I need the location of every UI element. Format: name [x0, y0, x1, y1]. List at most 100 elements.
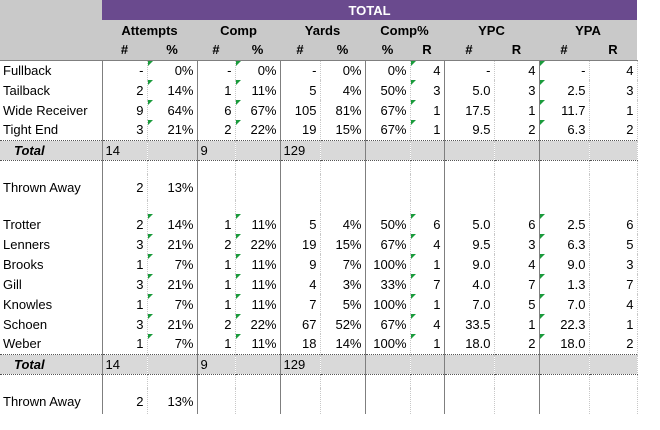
- total-cell-cp[interactable]: [365, 353, 411, 375]
- cell-yds-pct[interactable]: 15%: [320, 234, 366, 254]
- cell-att-pct[interactable]: 14%: [147, 214, 198, 234]
- column-subheader[interactable]: #: [539, 40, 589, 61]
- column-group-header[interactable]: YPC: [444, 20, 539, 40]
- cell-ypa[interactable]: 9.0: [539, 254, 590, 274]
- cell-comp[interactable]: 1: [197, 80, 236, 100]
- total-cell-cp-r[interactable]: [410, 353, 445, 375]
- cell-att-pct[interactable]: 14%: [147, 80, 198, 100]
- row-label[interactable]: Wide Receiver: [0, 100, 103, 120]
- cell-cp[interactable]: 100%: [365, 334, 411, 354]
- cell-comp-pct[interactable]: 67%: [235, 100, 281, 120]
- cell-ypc[interactable]: 33.5: [444, 314, 495, 334]
- cell-att-pct[interactable]: 21%: [147, 120, 198, 140]
- total-cell-comp[interactable]: 9: [197, 353, 236, 375]
- cell-cp-r[interactable]: [410, 174, 445, 200]
- cell-ypa[interactable]: -: [539, 60, 590, 80]
- row-label[interactable]: Brooks: [0, 254, 103, 274]
- cell-att-pct[interactable]: 0%: [147, 60, 198, 80]
- cell-ypc[interactable]: 9.0: [444, 254, 495, 274]
- cell-att-pct[interactable]: 13%: [147, 388, 198, 414]
- total-cell-yds[interactable]: 129: [280, 353, 321, 375]
- empty-cell[interactable]: [539, 160, 590, 174]
- cell-yds[interactable]: [280, 388, 321, 414]
- cell-ypc[interactable]: 7.0: [444, 294, 495, 314]
- cell-ypc-r[interactable]: [494, 388, 540, 414]
- cell-comp[interactable]: 2: [197, 234, 236, 254]
- total-cell-yds-pct[interactable]: [320, 139, 366, 161]
- cell-yds-pct[interactable]: 0%: [320, 60, 366, 80]
- cell-ypc[interactable]: 9.5: [444, 120, 495, 140]
- empty-cell[interactable]: [235, 374, 281, 388]
- cell-cp[interactable]: 50%: [365, 214, 411, 234]
- cell-comp[interactable]: 1: [197, 214, 236, 234]
- cell-comp-pct[interactable]: [235, 388, 281, 414]
- empty-cell[interactable]: [102, 200, 148, 214]
- row-label[interactable]: Trotter: [0, 214, 103, 234]
- empty-cell[interactable]: [0, 200, 103, 214]
- cell-ypa-r[interactable]: [589, 174, 638, 200]
- cell-ypa-r[interactable]: 1: [589, 100, 638, 120]
- total-label[interactable]: Total: [0, 139, 103, 161]
- cell-ypc[interactable]: 17.5: [444, 100, 495, 120]
- cell-ypc[interactable]: -: [444, 60, 495, 80]
- total-cell-comp-pct[interactable]: [235, 139, 281, 161]
- cell-ypa-r[interactable]: 2: [589, 334, 638, 354]
- total-cell-comp-pct[interactable]: [235, 353, 281, 375]
- cell-ypa-r[interactable]: 2: [589, 120, 638, 140]
- cell-yds[interactable]: 67: [280, 314, 321, 334]
- cell-cp[interactable]: 67%: [365, 120, 411, 140]
- cell-ypa[interactable]: 22.3: [539, 314, 590, 334]
- cell-cp[interactable]: 67%: [365, 100, 411, 120]
- cell-comp-pct[interactable]: [235, 174, 281, 200]
- empty-cell[interactable]: [494, 200, 540, 214]
- cell-yds[interactable]: 105: [280, 100, 321, 120]
- empty-cell[interactable]: [410, 374, 445, 388]
- column-group-header[interactable]: Yards: [280, 20, 365, 40]
- cell-ypc[interactable]: [444, 174, 495, 200]
- cell-yds[interactable]: 18: [280, 334, 321, 354]
- total-cell-yds-pct[interactable]: [320, 353, 366, 375]
- cell-ypc-r[interactable]: 5: [494, 294, 540, 314]
- empty-cell[interactable]: [365, 374, 411, 388]
- cell-ypa[interactable]: 18.0: [539, 334, 590, 354]
- cell-comp[interactable]: 1: [197, 294, 236, 314]
- cell-ypc[interactable]: 9.5: [444, 234, 495, 254]
- cell-comp[interactable]: [197, 174, 236, 200]
- cell-att[interactable]: 1: [102, 334, 148, 354]
- cell-ypa-r[interactable]: 5: [589, 234, 638, 254]
- cell-att[interactable]: 3: [102, 274, 148, 294]
- empty-cell[interactable]: [410, 160, 445, 174]
- cell-yds-pct[interactable]: 7%: [320, 254, 366, 274]
- cell-comp[interactable]: [197, 388, 236, 414]
- cell-comp[interactable]: 2: [197, 314, 236, 334]
- empty-cell[interactable]: [320, 374, 366, 388]
- cell-comp-pct[interactable]: 11%: [235, 274, 281, 294]
- column-subheader[interactable]: %: [147, 40, 197, 61]
- empty-cell[interactable]: [365, 160, 411, 174]
- cell-ypa-r[interactable]: 7: [589, 274, 638, 294]
- column-subheader[interactable]: R: [410, 40, 444, 61]
- empty-cell[interactable]: [444, 374, 495, 388]
- cell-ypc[interactable]: 5.0: [444, 214, 495, 234]
- total-cell-ypc-r[interactable]: [494, 353, 540, 375]
- empty-cell[interactable]: [197, 200, 236, 214]
- column-subheader[interactable]: R: [494, 40, 539, 61]
- column-group-header[interactable]: Comp: [197, 20, 280, 40]
- empty-cell[interactable]: [280, 200, 321, 214]
- empty-cell[interactable]: [147, 200, 198, 214]
- column-subheader[interactable]: %: [235, 40, 280, 61]
- total-cell-ypc[interactable]: [444, 139, 495, 161]
- cell-att[interactable]: -: [102, 60, 148, 80]
- cell-ypc-r[interactable]: [494, 174, 540, 200]
- cell-comp-pct[interactable]: 11%: [235, 254, 281, 274]
- total-cell-att-pct[interactable]: [147, 353, 198, 375]
- row-label[interactable]: Schoen: [0, 314, 103, 334]
- empty-cell[interactable]: [444, 200, 495, 214]
- cell-att[interactable]: 1: [102, 294, 148, 314]
- cell-comp-pct[interactable]: 22%: [235, 234, 281, 254]
- cell-ypa-r[interactable]: 1: [589, 314, 638, 334]
- cell-ypa-r[interactable]: 4: [589, 294, 638, 314]
- cell-yds[interactable]: [280, 174, 321, 200]
- empty-cell[interactable]: [102, 374, 148, 388]
- column-group-header[interactable]: Comp%: [365, 20, 444, 40]
